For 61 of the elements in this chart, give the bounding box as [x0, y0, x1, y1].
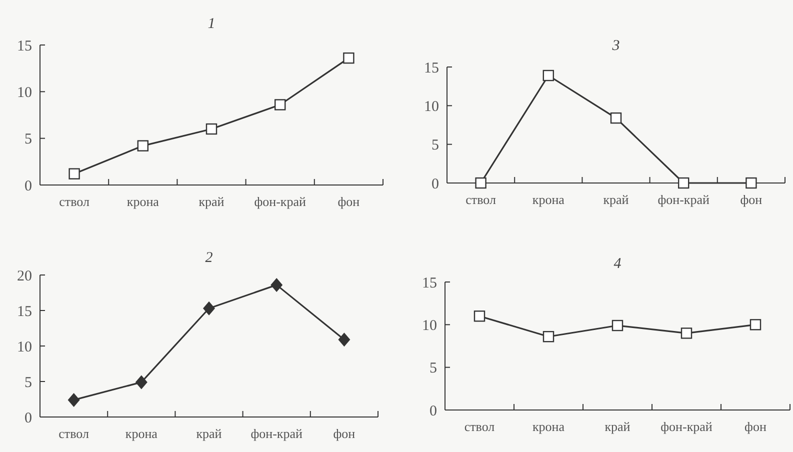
x-tick-label: крона [532, 419, 565, 434]
x-tick-label: ствол [466, 192, 496, 207]
x-tick-label: ствол [58, 426, 90, 441]
y-tick-label: 10 [17, 339, 32, 356]
point [680, 328, 692, 339]
point [542, 331, 554, 342]
point [612, 320, 624, 332]
y-tick-label: 15 [424, 60, 439, 76]
x-tick-label: ствол [59, 194, 90, 209]
x-tick-label: крона [125, 426, 158, 441]
y-tick-label: 10 [424, 98, 439, 115]
point [203, 301, 215, 316]
point [542, 70, 554, 82]
y-tick-label: 10 [422, 318, 437, 334]
chart-title: 3 [611, 38, 620, 54]
y-tick-label: 5 [430, 360, 437, 377]
y-tick-label: 5 [432, 138, 439, 154]
chart-title: 1 [208, 16, 216, 32]
x-tick-label: фон [744, 419, 766, 434]
point [137, 140, 148, 152]
point [610, 112, 622, 124]
x-tick-label: край [604, 419, 630, 434]
point [135, 375, 148, 390]
y-tick-label: 15 [422, 275, 437, 292]
point [474, 310, 486, 322]
chart-title: 2 [205, 250, 214, 266]
x-tick-label: фон [333, 426, 356, 441]
point [274, 99, 286, 110]
x-tick-label: фон-край [250, 426, 303, 441]
point [68, 168, 80, 180]
point [750, 319, 762, 330]
point [270, 278, 283, 292]
point [68, 392, 80, 407]
x-tick-label: фон-край [658, 192, 710, 207]
y-tick-label: 0 [432, 176, 439, 192]
chart-title: 4 [614, 256, 622, 272]
y-tick-label: 15 [17, 38, 32, 54]
x-tick-label: край [198, 194, 224, 209]
y-tick-label: 10 [17, 84, 32, 101]
point [343, 52, 354, 64]
y-tick-label: 0 [430, 403, 437, 420]
y-tick-label: 5 [24, 132, 32, 148]
point [678, 177, 690, 189]
point [746, 177, 757, 189]
y-tick-label: 0 [24, 178, 32, 194]
y-tick-label: 0 [24, 410, 32, 426]
y-tick-label: 5 [24, 374, 32, 391]
point [206, 123, 218, 135]
x-tick-label: фон-край [254, 194, 306, 209]
x-tick-label: фон-край [660, 419, 712, 434]
point [338, 332, 350, 347]
x-tick-label: крона [126, 194, 160, 209]
x-tick-label: фон [740, 192, 762, 207]
point [475, 177, 486, 189]
x-tick-label: крона [532, 192, 565, 207]
x-tick-label: ствол [464, 419, 496, 434]
x-tick-label: край [196, 426, 222, 441]
x-tick-label: край [603, 192, 629, 207]
y-tick-label: 15 [17, 304, 32, 320]
y-tick-label: 20 [17, 268, 32, 284]
x-tick-label: фон [338, 194, 360, 209]
